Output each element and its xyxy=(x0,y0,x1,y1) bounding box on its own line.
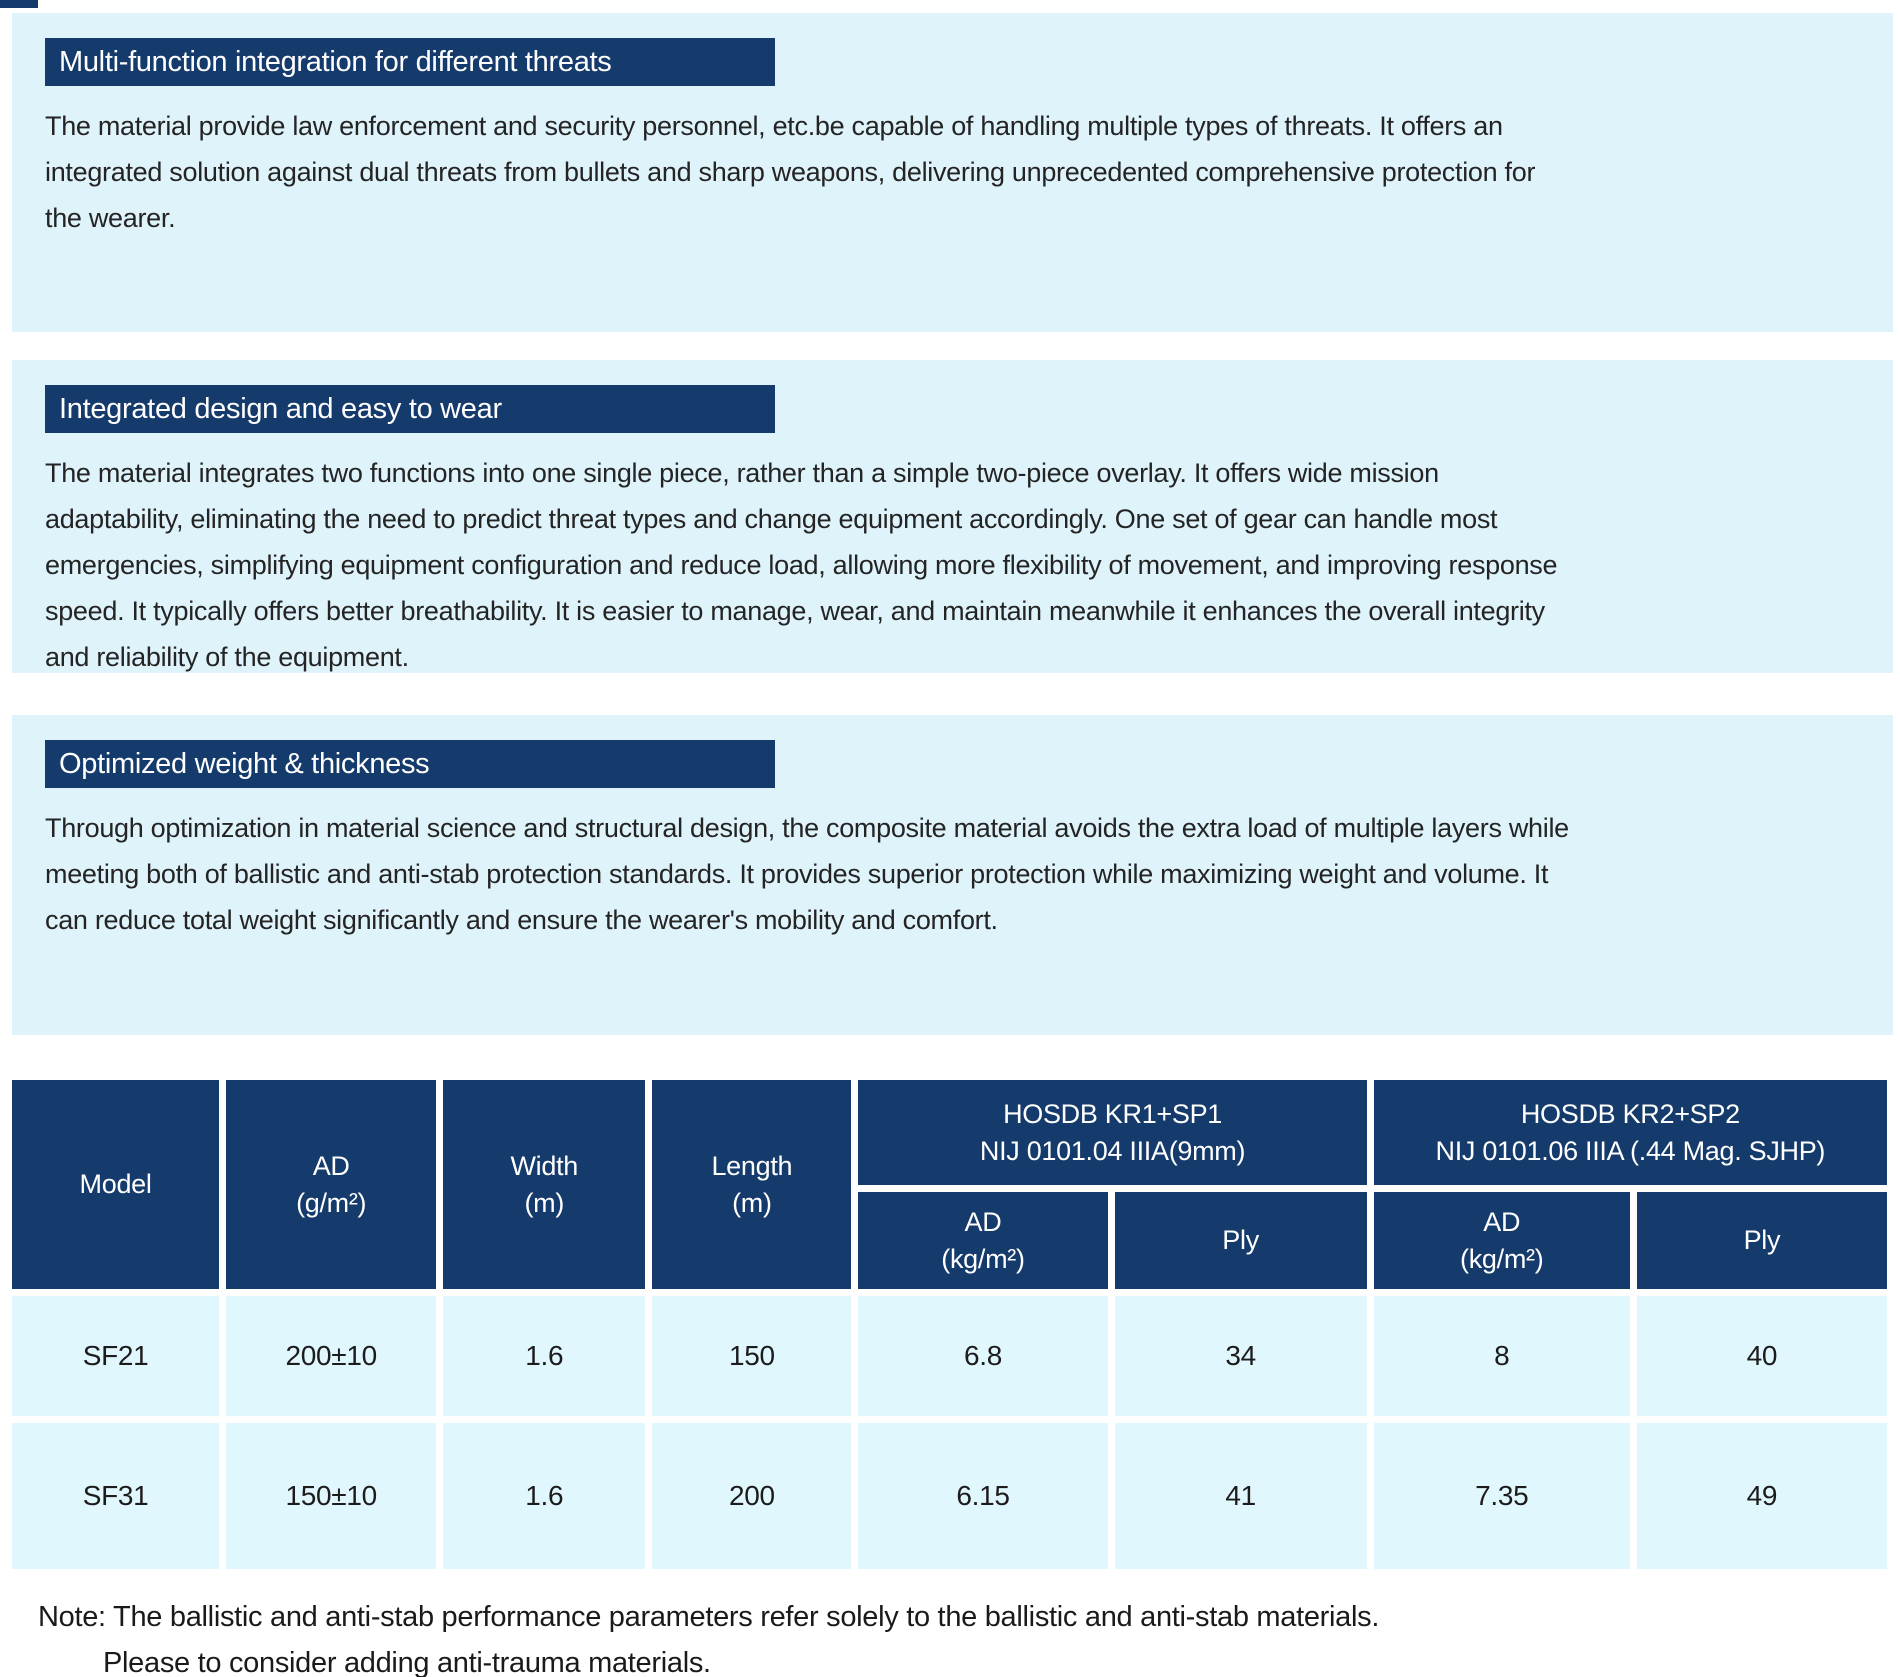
column-header-ad-kgm2-kr2: AD (kg/m²) xyxy=(1373,1192,1630,1289)
cell-model: SF21 xyxy=(12,1296,220,1416)
column-header-model: Model xyxy=(12,1080,220,1289)
section-title-bar: Optimized weight & thickness xyxy=(45,740,775,788)
footnote-line-2: Please to consider adding anti-trauma ma… xyxy=(103,1647,711,1677)
cell-ply-kr2: 40 xyxy=(1636,1296,1887,1416)
cell-width: 1.6 xyxy=(443,1296,646,1416)
section-title: Integrated design and easy to wear xyxy=(59,392,502,425)
table-header-row-sub: AD (kg/m²) Ply AD (kg/m²) Ply xyxy=(12,1192,1887,1289)
section-title-bar: Multi-function integration for different… xyxy=(45,38,775,86)
cell-length: 200 xyxy=(652,1423,852,1569)
section-title: Optimized weight & thickness xyxy=(59,747,430,780)
column-header-ply-kr2: Ply xyxy=(1636,1192,1887,1289)
section-panel-multi-function: Multi-function integration for different… xyxy=(12,13,1893,332)
cell-width: 1.6 xyxy=(443,1423,646,1569)
cell-model: SF31 xyxy=(12,1423,220,1569)
table-header-row-groups: Model AD (g/m²) Width (m) Length (m) HOS… xyxy=(12,1080,1887,1289)
cell-ply-kr1: 34 xyxy=(1114,1296,1367,1416)
table-row-sf31: SF31 150±10 1.6 200 6.15 41 7.35 49 xyxy=(12,1423,1887,1569)
section-body-text: The material provide law enforcement and… xyxy=(45,111,1536,233)
top-left-corner-decoration xyxy=(0,0,38,8)
group-header-kr2-sp2: HOSDB KR2+SP2 NIJ 0101.06 IIIA (.44 Mag.… xyxy=(1373,1080,1887,1185)
column-header-length: Length (m) xyxy=(652,1080,852,1289)
group-header-kr1-sp1: HOSDB KR1+SP1 NIJ 0101.04 IIIA(9mm) xyxy=(858,1080,1367,1185)
cell-ad-kgm2-kr2: 7.35 xyxy=(1373,1423,1630,1569)
footnote: Note: The ballistic and anti-stab perfor… xyxy=(38,1594,1379,1677)
cell-ad-kgm2-kr1: 6.15 xyxy=(858,1423,1108,1569)
footnote-line-1: Note: The ballistic and anti-stab perfor… xyxy=(38,1601,1380,1633)
column-header-width: Width (m) xyxy=(443,1080,646,1289)
section-title: Multi-function integration for different… xyxy=(59,45,612,78)
section-body-text: Through optimization in material science… xyxy=(45,813,1569,935)
cell-ad-gm2: 200±10 xyxy=(226,1296,437,1416)
cell-length: 150 xyxy=(652,1296,852,1416)
cell-ply-kr2: 49 xyxy=(1636,1423,1887,1569)
column-header-ad-kgm2-kr1: AD (kg/m²) xyxy=(858,1192,1108,1289)
section-panel-integrated-design: Integrated design and easy to wear The m… xyxy=(12,360,1893,673)
section-body-text: The material integrates two functions in… xyxy=(45,458,1558,672)
cell-ad-kgm2-kr2: 8 xyxy=(1373,1296,1630,1416)
table-row-sf21: SF21 200±10 1.6 150 6.8 34 8 40 xyxy=(12,1296,1887,1416)
column-header-ply-kr1: Ply xyxy=(1114,1192,1367,1289)
section-title-bar: Integrated design and easy to wear xyxy=(45,385,775,433)
cell-ply-kr1: 41 xyxy=(1114,1423,1367,1569)
spec-table: Model AD (g/m²) Width (m) Length (m) HOS… xyxy=(5,1073,1894,1576)
cell-ad-kgm2-kr1: 6.8 xyxy=(858,1296,1108,1416)
section-panel-optimized-weight: Optimized weight & thickness Through opt… xyxy=(12,715,1893,1035)
cell-ad-gm2: 150±10 xyxy=(226,1423,437,1569)
column-header-ad-gm2: AD (g/m²) xyxy=(226,1080,437,1289)
